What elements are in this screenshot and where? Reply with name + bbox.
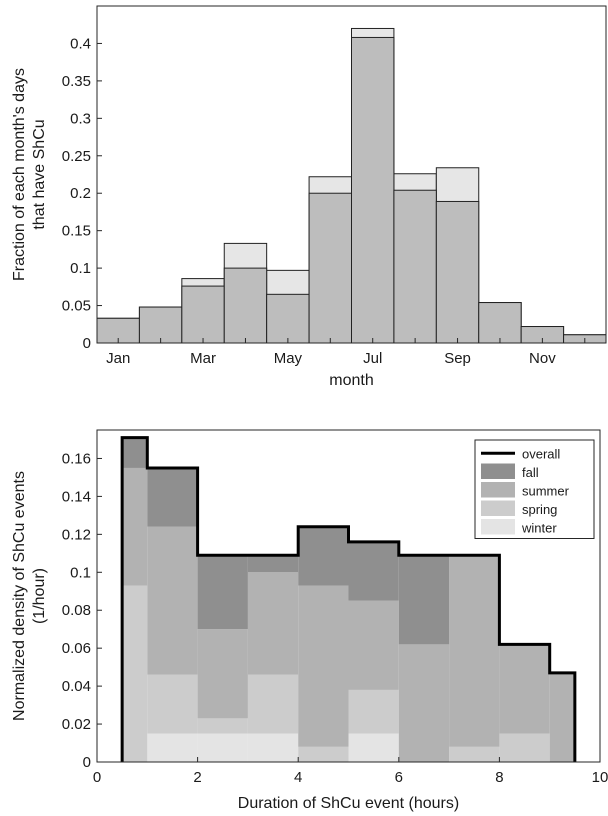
- bar-summer-bin-2: [197, 629, 248, 719]
- x-tick-label: Sep: [444, 350, 471, 367]
- monthly-x-axis-label: month: [329, 372, 373, 389]
- bar-fall-bin-0: [122, 437, 148, 468]
- duration-bars: [122, 437, 575, 762]
- bar-summer-bin-0: [122, 467, 148, 586]
- bar-spring-bin-4: [298, 746, 349, 762]
- legend-swatch-winter: [481, 519, 515, 535]
- bar-spring-bin-0: [122, 585, 148, 762]
- bar-jun-base: [308, 192, 353, 344]
- bar-spring-bin-5: [348, 689, 399, 734]
- y-tick-label: 0.04: [62, 678, 91, 695]
- x-tick-label: 6: [395, 769, 403, 786]
- bar-spring-bin-2: [197, 718, 248, 734]
- bar-winter-bin-2: [197, 733, 248, 762]
- bar-spring-bin-1: [147, 674, 198, 734]
- bar-summer-bin-8: [499, 644, 550, 734]
- duration-axes-frame: [96, 429, 601, 763]
- bar-fall-bin-6: [398, 555, 450, 645]
- bar-sep-base: [435, 200, 480, 344]
- monthly-axes-frame: [96, 5, 607, 344]
- duration-y-axis-label-line2: (1/hour): [31, 568, 48, 624]
- bar-fall-bin-4: [298, 526, 349, 586]
- y-tick-label: 0.14: [62, 488, 91, 505]
- duration-x-ticks: 0 2 4 6 8 10: [93, 757, 608, 786]
- x-tick-label: Jan: [106, 350, 130, 367]
- bar-winter-bin-3: [247, 733, 299, 762]
- legend-swatch-spring: [481, 500, 515, 516]
- legend-label-fall: fall: [522, 465, 539, 480]
- bar-fall-bin-2: [197, 555, 248, 630]
- y-tick-label: 0.3: [70, 110, 91, 127]
- bar-summer-bin-6: [398, 644, 450, 762]
- bar-mar-base: [181, 285, 225, 344]
- y-tick-label: 0.06: [62, 640, 91, 657]
- x-tick-label: Nov: [529, 350, 556, 367]
- y-tick-label: 0.1: [70, 260, 91, 277]
- overall-outline: [120, 436, 577, 762]
- monthly-y-axis-label: Fraction of each month's days that have …: [11, 68, 48, 281]
- y-tick-label: 0.05: [62, 298, 91, 315]
- x-tick-label: 4: [294, 769, 302, 786]
- duration-y-ticks: 0 0.02 0.04 0.06 0.08 0.1 0.12 0.14 0.16: [62, 450, 102, 771]
- y-tick-label: 0.4: [70, 35, 91, 52]
- y-tick-label: 0.15: [62, 223, 91, 240]
- bar-oct-base: [478, 302, 522, 344]
- y-tick-label: 0.2: [70, 185, 91, 202]
- legend-label-summer: summer: [522, 483, 570, 498]
- bar-spring-bin-7: [449, 746, 500, 762]
- bar-aug-base: [393, 189, 437, 344]
- y-tick-label: 0: [83, 335, 91, 352]
- monthly-y-ticks: 0 0.05 0.1 0.15 0.2 0.25 0.3 0.35 0.4: [62, 35, 102, 352]
- x-tick-label: 8: [495, 769, 503, 786]
- x-tick-label: Mar: [190, 350, 216, 367]
- bar-fall-bin-1: [147, 467, 198, 527]
- monthly-x-ticks: Jan Mar May Jul Sep Nov: [106, 338, 586, 367]
- duration-y-axis-label: Normalized density of ShCu events (1/hou…: [11, 471, 48, 721]
- bar-feb-base: [138, 306, 183, 344]
- legend-label-winter: winter: [521, 520, 557, 535]
- bar-summer-bin-3: [247, 572, 299, 675]
- bar-jul-base: [351, 36, 395, 344]
- monthly-y-axis-label-line1: Fraction of each month's days: [11, 68, 28, 281]
- bar-summer-bin-9: [549, 672, 575, 762]
- x-tick-label: 10: [592, 769, 608, 786]
- bar-fall-bin-3: [247, 555, 299, 573]
- x-tick-label: Jul: [363, 350, 382, 367]
- bar-winter-bin-1: [147, 733, 198, 762]
- monthly-y-axis-label-line2: that have ShCu: [31, 119, 48, 229]
- legend-label-spring: spring: [522, 502, 557, 517]
- bar-spring-bin-8: [499, 733, 550, 762]
- legend: overall fall summer spring winter: [474, 439, 595, 539]
- bar-apr-base: [223, 267, 268, 344]
- bar-may-base: [266, 293, 310, 344]
- bar-spring-bin-3: [247, 674, 299, 734]
- x-tick-label: May: [274, 350, 303, 367]
- bar-summer-bin-5: [348, 600, 399, 690]
- duration-density-chart: 0 0.02 0.04 0.06 0.08 0.1 0.12 0.14 0.16 0 2 4 6 8 10…: [11, 429, 608, 812]
- x-tick-label: 0: [93, 769, 101, 786]
- y-tick-label: 0.16: [62, 450, 91, 467]
- legend-swatch-fall: [481, 463, 515, 479]
- bar-summer-bin-1: [147, 526, 198, 675]
- legend-label-overall: overall: [522, 446, 560, 461]
- legend-swatch-summer: [481, 482, 515, 498]
- y-tick-label: 0.08: [62, 602, 91, 619]
- y-tick-label: 0: [83, 754, 91, 771]
- bar-summer-bin-4: [298, 585, 349, 747]
- monthly-fraction-chart: 00.050.10.150.20.250.30.350.4 Jan Mar May J…: [11, 5, 607, 389]
- duration-x-axis-label: Duration of ShCu event (hours): [238, 795, 459, 812]
- y-tick-label: 0.12: [62, 526, 91, 543]
- bar-fall-bin-5: [348, 541, 399, 601]
- y-tick-label: 0.02: [62, 716, 91, 733]
- y-tick-label: 0.25: [62, 148, 91, 165]
- bar-winter-bin-5: [348, 733, 399, 762]
- monthly-bars: [96, 27, 607, 344]
- y-tick-label: 0.1: [70, 564, 91, 581]
- x-tick-label: 2: [193, 769, 201, 786]
- bar-summer-bin-7: [449, 555, 500, 747]
- duration-y-axis-label-line1: Normalized density of ShCu events: [11, 471, 28, 721]
- y-tick-label: 0.35: [62, 73, 91, 90]
